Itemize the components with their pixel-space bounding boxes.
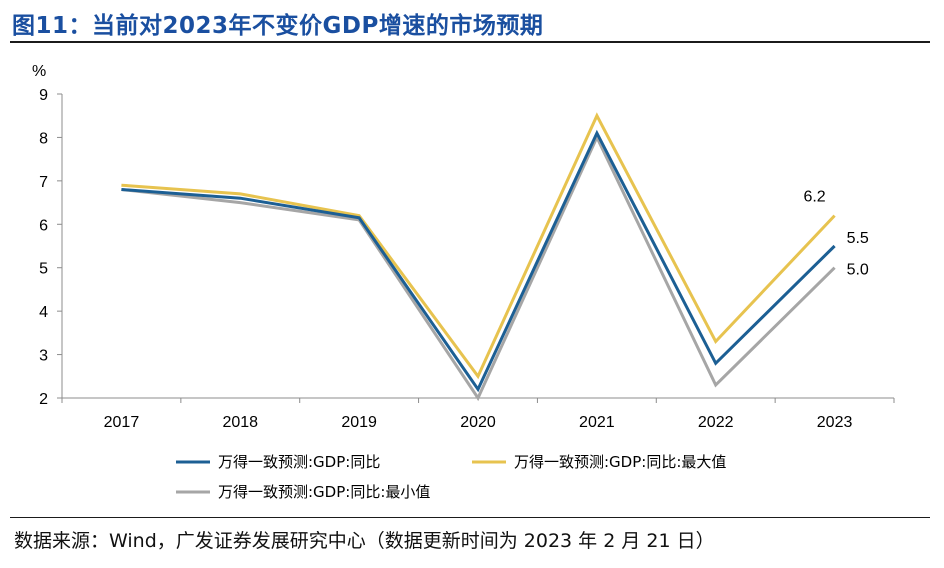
x-tick-label: 2019 <box>341 414 377 431</box>
figure-title: 图11：当前对2023年不变价GDP增速的市场预期 <box>12 13 544 39</box>
source-note: 数据来源：Wind，广发证券发展研究中心（数据更新时间为 2023 年 2 月 … <box>14 530 715 552</box>
y-tick-label: 3 <box>39 348 48 365</box>
y-axis-unit: % <box>32 63 46 80</box>
title-divider <box>10 41 930 43</box>
y-tick-label: 4 <box>39 304 48 321</box>
data-label-2023: 5.0 <box>847 262 869 279</box>
y-tick-label: 8 <box>39 130 48 147</box>
x-tick-label: 2020 <box>460 414 496 431</box>
x-tick-label: 2022 <box>698 414 734 431</box>
y-tick-label: 2 <box>39 391 48 408</box>
legend-label: 万得一致预测:GDP:同比:最大值 <box>514 453 726 471</box>
y-tick-label: 5 <box>39 261 48 278</box>
x-tick-label: 2018 <box>222 414 258 431</box>
y-tick-label: 9 <box>39 87 48 104</box>
data-label-2023: 6.2 <box>803 189 825 206</box>
legend-label: 万得一致预测:GDP:同比 <box>218 453 380 471</box>
series-line-0 <box>121 133 836 402</box>
y-tick-label: 6 <box>39 217 48 234</box>
x-tick-label: 2023 <box>817 414 853 431</box>
x-tick-label: 2017 <box>104 414 140 431</box>
series-line-2 <box>121 129 836 393</box>
data-label-2023: 5.5 <box>847 230 869 247</box>
line-chart: 2 3 4 5 6 7 8 9% 2017 2018 2019 2020 2021 2022 2023 5.0… <box>32 63 895 501</box>
x-tick-label: 2021 <box>579 414 615 431</box>
legend-label: 万得一致预测:GDP:同比:最小值 <box>218 483 430 501</box>
source-divider <box>10 517 930 518</box>
series-line-1 <box>121 112 836 380</box>
y-tick-label: 7 <box>39 174 48 191</box>
